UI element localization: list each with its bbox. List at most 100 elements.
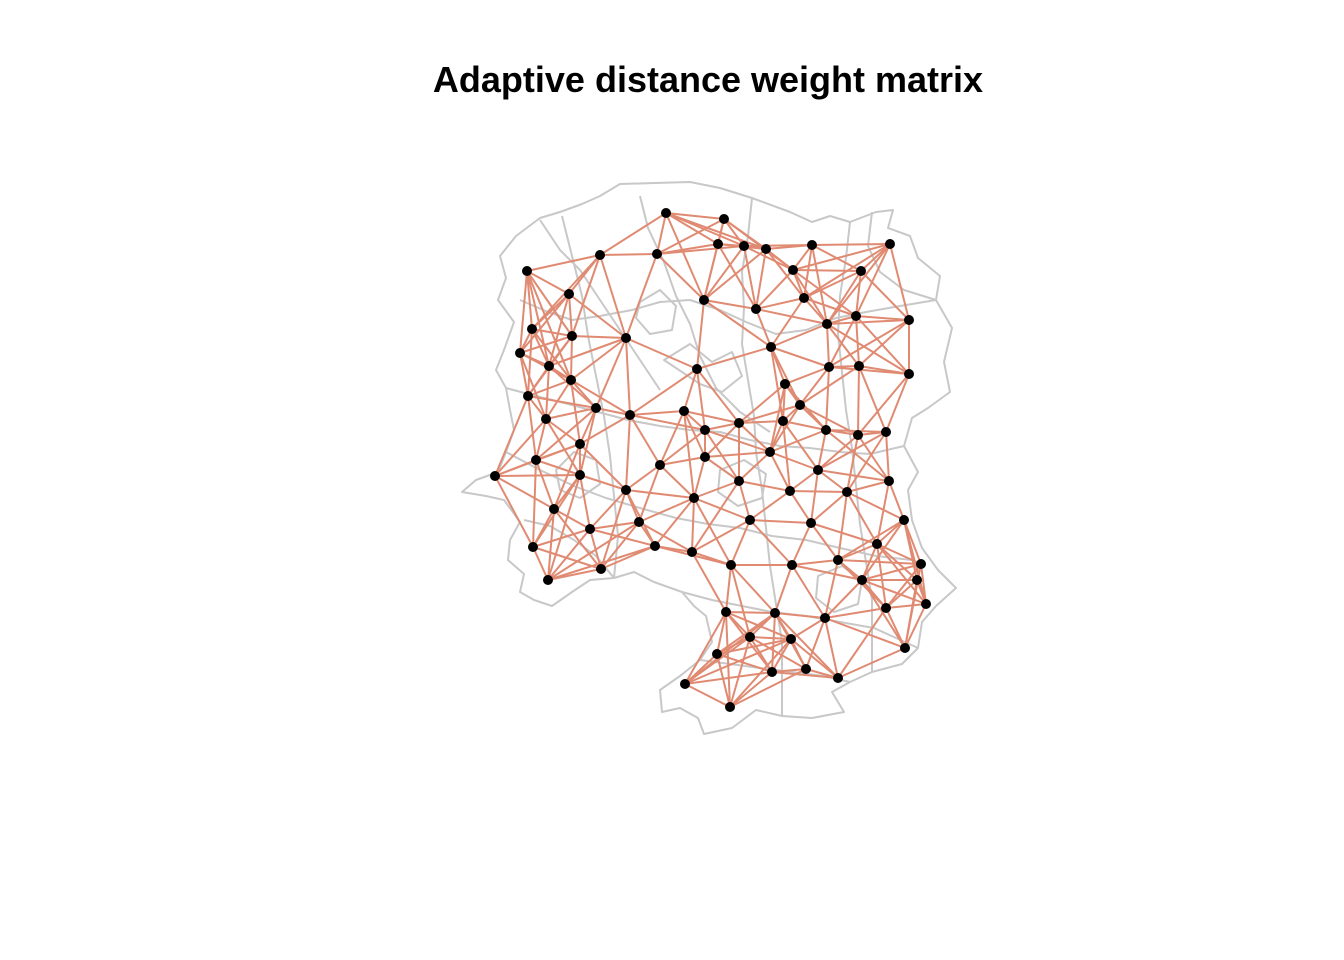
weight-edge <box>824 607 887 619</box>
weight-edge <box>568 293 627 339</box>
weight-edge <box>782 420 791 492</box>
weight-edge <box>659 429 706 466</box>
centroid-point <box>833 673 843 683</box>
centroid-point <box>761 244 771 254</box>
weight-edge <box>817 429 827 471</box>
weight-edge <box>792 244 813 271</box>
weight-edge <box>625 337 631 416</box>
weight-edge <box>599 254 627 339</box>
weight-edge <box>885 563 922 609</box>
weight-edge <box>770 346 784 422</box>
weight-edge <box>548 337 627 367</box>
weight-edge <box>725 564 732 613</box>
weight-edge <box>599 212 667 256</box>
weight-edge <box>638 521 693 553</box>
weight-edge <box>579 474 627 491</box>
weight-edge <box>791 564 863 581</box>
weight-edge <box>629 410 685 416</box>
weight-edge <box>855 315 860 367</box>
weight-edge <box>792 269 857 317</box>
centroid-point <box>900 643 910 653</box>
centroid-point <box>739 241 749 251</box>
weight-edge <box>703 299 772 348</box>
weight-edge <box>885 373 910 433</box>
weight-edge <box>532 546 602 570</box>
weight-edge <box>790 638 807 670</box>
weight-edge <box>659 464 695 499</box>
weight-edge <box>684 612 776 685</box>
centroid-point <box>807 240 817 250</box>
weight-edge <box>803 297 857 317</box>
weight-edge <box>638 497 695 523</box>
weight-edge <box>749 519 812 524</box>
weight-edge <box>799 365 860 406</box>
weight-edge <box>755 269 794 310</box>
weight-edge <box>789 469 819 492</box>
weight-edge <box>765 248 805 299</box>
centroid-point <box>785 486 795 496</box>
weight-edge <box>855 315 910 321</box>
centroid-point <box>881 427 891 437</box>
centroid-point <box>734 476 744 486</box>
centroid-point <box>833 555 843 565</box>
centroid-point <box>806 518 816 528</box>
weight-edge <box>579 407 597 445</box>
centroid-point <box>766 342 776 352</box>
weight-edge <box>526 270 573 337</box>
weight-edge <box>805 668 839 679</box>
centroid-point <box>652 249 662 259</box>
centroid-point <box>820 613 830 623</box>
weight-edge <box>826 243 891 325</box>
centroid-point <box>872 539 882 549</box>
centroid-point <box>904 315 914 325</box>
weight-edge <box>730 519 751 566</box>
centroid-point <box>541 414 551 424</box>
weight-edge <box>770 323 828 348</box>
district-line <box>663 343 743 393</box>
centroid-point <box>899 515 909 525</box>
weight-edge <box>846 491 878 545</box>
centroid-point <box>822 319 832 329</box>
outer-boundary <box>461 181 957 735</box>
weight-edge <box>625 464 661 491</box>
centroid-point <box>881 603 891 613</box>
weight-edge <box>738 451 771 482</box>
weight-edge <box>828 319 910 368</box>
centroid-point <box>799 293 809 303</box>
centroid-point <box>712 649 722 659</box>
weight-edge <box>703 243 719 301</box>
weight-edge <box>571 335 627 339</box>
centroid-point <box>522 266 532 276</box>
weight-edge <box>774 612 839 679</box>
centroid-point <box>591 403 601 413</box>
centroid-point <box>564 289 574 299</box>
weight-edge <box>659 456 706 466</box>
weight-edge <box>494 475 555 510</box>
weight-edge <box>860 243 891 272</box>
centroid-point <box>788 265 798 275</box>
weight-edge <box>738 420 784 424</box>
weight-edge <box>570 379 581 445</box>
weight-edge <box>691 480 740 553</box>
weight-edge <box>730 564 776 614</box>
weight-edge <box>792 269 828 325</box>
weight-edge <box>683 410 706 458</box>
centroid-point <box>884 476 894 486</box>
centroid-point <box>713 239 723 249</box>
weight-edge <box>531 328 572 381</box>
weight-edge <box>625 489 695 499</box>
weight-edge <box>691 519 751 553</box>
weight-edge <box>683 410 695 499</box>
weight-edge <box>888 480 905 521</box>
weight-edge <box>885 431 890 482</box>
weight-edge <box>810 522 839 561</box>
district-line <box>867 211 937 301</box>
weight-edge <box>826 270 862 325</box>
centroid-point <box>528 542 538 552</box>
weight-edge <box>717 243 757 310</box>
weight-edge <box>553 508 591 530</box>
centroid-point <box>527 324 537 334</box>
weight-edge <box>769 383 786 453</box>
weight-edge <box>791 559 839 566</box>
weight-edge <box>826 319 910 325</box>
